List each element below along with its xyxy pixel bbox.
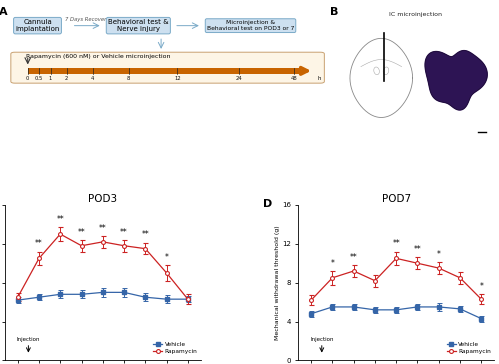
Text: *: * (480, 282, 483, 291)
Text: *: * (330, 258, 334, 268)
Title: POD7: POD7 (382, 194, 411, 204)
Text: Rapamycin (600 nM) or Vehicle microinjection: Rapamycin (600 nM) or Vehicle microinjec… (26, 54, 171, 59)
Text: h: h (317, 76, 320, 81)
Title: POD3: POD3 (88, 194, 117, 204)
Text: **: ** (78, 228, 85, 237)
Text: A: A (0, 7, 7, 17)
Text: 7 Days Recovery: 7 Days Recovery (65, 17, 109, 22)
Text: Injection: Injection (16, 337, 40, 342)
Bar (28, 68, 301, 74)
Text: 1: 1 (49, 76, 52, 81)
Y-axis label: Mechanical withdrawal threshold (g): Mechanical withdrawal threshold (g) (275, 225, 280, 340)
Text: Behavioral test &
Nerve injury: Behavioral test & Nerve injury (108, 19, 169, 32)
Text: 2: 2 (65, 76, 68, 81)
Text: **: ** (350, 253, 358, 262)
Text: **: ** (141, 230, 149, 240)
Text: 12: 12 (174, 76, 181, 81)
Text: Injection: Injection (310, 337, 333, 342)
Text: Microinjection &
Behavioral test on POD3 or 7: Microinjection & Behavioral test on POD3… (207, 20, 294, 31)
Legend: Vehicle, Rapamycin: Vehicle, Rapamycin (151, 339, 200, 356)
Text: 0: 0 (26, 76, 29, 81)
Text: IC microinjection: IC microinjection (389, 12, 442, 16)
Text: **: ** (99, 223, 107, 233)
Ellipse shape (374, 67, 379, 75)
Text: Cannula
implantation: Cannula implantation (15, 19, 60, 32)
Text: *: * (165, 253, 169, 262)
Polygon shape (425, 51, 487, 110)
FancyBboxPatch shape (11, 52, 324, 83)
Text: **: ** (56, 215, 64, 224)
Text: 8: 8 (127, 76, 130, 81)
Text: **: ** (120, 228, 128, 237)
Legend: Vehicle, Rapamycin: Vehicle, Rapamycin (445, 339, 493, 356)
Ellipse shape (383, 67, 389, 75)
Text: **: ** (35, 239, 43, 248)
Text: **: ** (392, 239, 400, 248)
Text: *: * (437, 250, 441, 259)
Text: 4: 4 (91, 76, 94, 81)
Text: **: ** (414, 245, 421, 254)
Text: 0.5: 0.5 (35, 76, 43, 81)
Text: D: D (263, 199, 272, 209)
Text: 48: 48 (291, 76, 298, 81)
Text: B: B (330, 7, 338, 17)
Text: 24: 24 (236, 76, 243, 81)
